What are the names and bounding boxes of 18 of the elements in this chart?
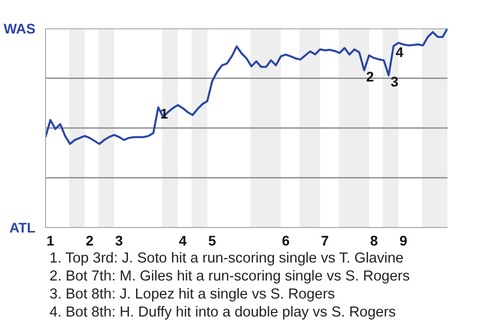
text: 1. Top 3rd: J. Soto hit a run-scoring single vs T. Glavine xyxy=(50,250,404,266)
x-tick-label: 1 xyxy=(46,232,55,248)
text: WAS xyxy=(4,20,36,36)
text: 4. Bot 8th: H. Duffy hit into a double play vs S. Rogers xyxy=(50,304,396,320)
x-tick-label: 4 xyxy=(178,232,187,248)
x-tick-label: 8 xyxy=(370,232,378,248)
text: 3. Bot 8th: J. Lopez hit a single vs S. Rogers xyxy=(50,286,335,302)
annotation: 2 xyxy=(366,68,374,84)
x-tick-label: 7 xyxy=(321,232,330,248)
x-tick-label: 5 xyxy=(208,232,216,248)
text: ATL xyxy=(9,220,36,236)
x-tick-label: 6 xyxy=(282,232,290,248)
annotation: 4 xyxy=(396,44,404,60)
x-tick-label: 3 xyxy=(115,232,124,248)
x-tick-label: 9 xyxy=(399,232,408,248)
annotation: 3 xyxy=(390,73,399,90)
text: 2. Bot 7th: M. Giles hit a run-scoring single vs S. Rogers xyxy=(50,268,410,284)
x-tick-label: 2 xyxy=(86,232,94,248)
